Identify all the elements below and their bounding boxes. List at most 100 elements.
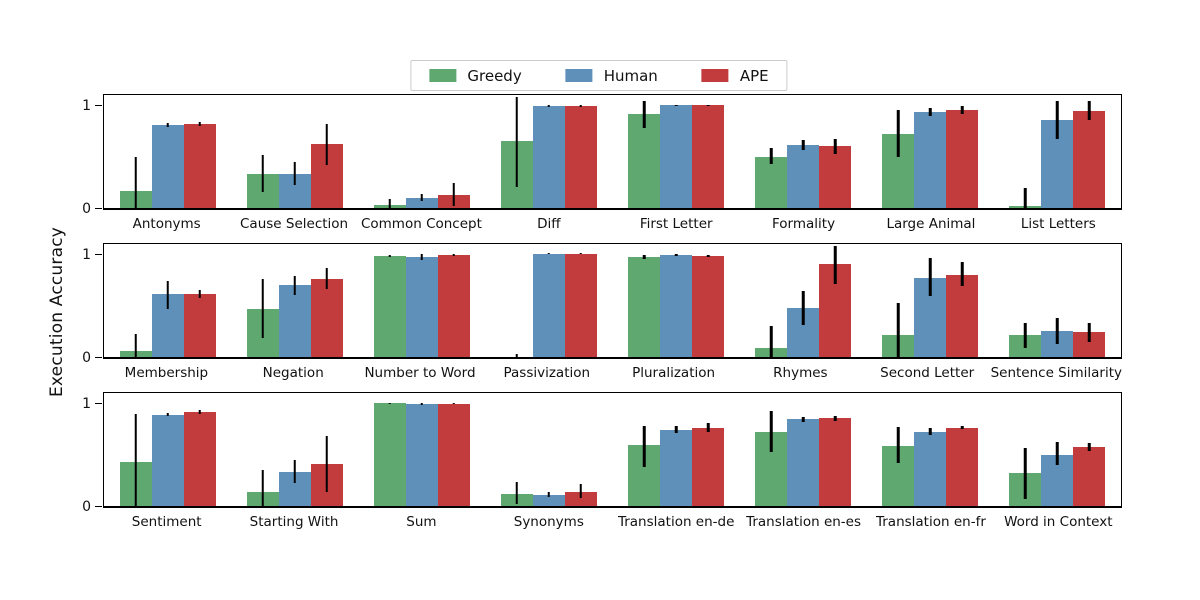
category-label: Word in Context bbox=[1004, 514, 1113, 530]
bar-ape bbox=[1073, 100, 1106, 208]
bar-group bbox=[740, 244, 867, 357]
error-bar bbox=[897, 303, 900, 357]
error-bar bbox=[388, 255, 392, 258]
error-bar bbox=[547, 252, 551, 254]
y-tick-mark bbox=[95, 402, 102, 405]
bar-ape bbox=[310, 123, 343, 208]
bar-ape bbox=[564, 105, 597, 208]
bar-group bbox=[104, 244, 231, 357]
bar-human bbox=[914, 258, 947, 357]
category-label: Number to Word bbox=[364, 365, 476, 381]
bar-group bbox=[358, 244, 485, 357]
bar-greedy bbox=[119, 156, 152, 208]
bar-greedy bbox=[373, 402, 406, 506]
plot-area-3 bbox=[103, 392, 1122, 508]
error-bar bbox=[706, 104, 710, 107]
legend-item-human: Human bbox=[565, 67, 658, 85]
error-bar bbox=[801, 291, 805, 326]
bar-greedy bbox=[373, 255, 406, 357]
bar-human bbox=[787, 291, 820, 357]
y-tick-mark bbox=[95, 253, 102, 256]
category-label: Translation en-es bbox=[746, 514, 862, 530]
bar-ape bbox=[1073, 323, 1106, 357]
bar-human bbox=[787, 140, 820, 208]
bar-group bbox=[613, 244, 740, 357]
category-label: Sum bbox=[406, 514, 437, 530]
bar-ape bbox=[437, 183, 470, 208]
bar-greedy bbox=[246, 155, 279, 208]
bar-ape bbox=[564, 252, 597, 357]
category-label: Formality bbox=[772, 216, 836, 232]
bar-ape bbox=[310, 435, 343, 506]
error-bar bbox=[166, 280, 169, 309]
bar-group bbox=[358, 95, 485, 208]
error-bar bbox=[674, 425, 678, 433]
category-label: Membership bbox=[124, 365, 209, 381]
bar-group bbox=[485, 95, 612, 208]
bar-human bbox=[405, 403, 438, 506]
bar-ape bbox=[692, 255, 725, 357]
bar-greedy bbox=[500, 96, 533, 208]
error-bar bbox=[452, 183, 456, 206]
error-bar bbox=[1088, 323, 1091, 342]
error-bar bbox=[897, 110, 900, 157]
legend-swatch-ape bbox=[701, 69, 729, 82]
bar-ape bbox=[692, 422, 725, 506]
bar-group bbox=[104, 95, 231, 208]
error-bar bbox=[198, 410, 201, 415]
bar-greedy bbox=[1009, 448, 1042, 506]
error-bar bbox=[769, 411, 773, 453]
bar-ape bbox=[692, 104, 725, 208]
category-label: Second Letter bbox=[880, 365, 975, 381]
bar-group bbox=[231, 95, 358, 208]
error-bar bbox=[293, 459, 296, 484]
bar-greedy bbox=[882, 110, 915, 208]
bar-human bbox=[278, 275, 311, 357]
error-bar bbox=[1056, 317, 1059, 344]
bar-greedy bbox=[246, 278, 279, 357]
category-label: Large Animal bbox=[886, 216, 976, 232]
error-bar bbox=[642, 425, 646, 467]
bar-greedy bbox=[882, 303, 915, 357]
error-bar bbox=[261, 469, 264, 506]
category-label: First Letter bbox=[639, 216, 713, 232]
bar-ape bbox=[946, 425, 979, 506]
bar-human bbox=[1041, 442, 1074, 506]
error-bar bbox=[166, 413, 169, 417]
error-bar bbox=[961, 106, 964, 115]
error-bar bbox=[674, 104, 678, 107]
error-bar bbox=[579, 484, 583, 498]
bar-human bbox=[1041, 317, 1074, 357]
error-bar bbox=[134, 414, 137, 506]
error-bar bbox=[547, 105, 551, 108]
plot-area-1 bbox=[103, 94, 1122, 210]
bar-greedy bbox=[373, 198, 406, 208]
bar-group bbox=[358, 393, 485, 506]
error-bar bbox=[642, 255, 646, 260]
y-tick-label: 1 bbox=[82, 246, 91, 263]
category-label: Diff bbox=[537, 216, 561, 232]
error-bar bbox=[1088, 443, 1091, 452]
legend-swatch-greedy bbox=[429, 69, 457, 82]
error-bar bbox=[166, 122, 169, 127]
error-bar bbox=[706, 422, 710, 432]
bar-human bbox=[151, 280, 184, 357]
error-bar bbox=[579, 252, 583, 254]
error-bar bbox=[897, 426, 900, 463]
bar-ape bbox=[819, 245, 852, 357]
error-bar bbox=[961, 262, 964, 286]
bar-human bbox=[532, 252, 565, 357]
bar-greedy bbox=[628, 100, 661, 208]
bar-group bbox=[994, 393, 1121, 506]
bar-group bbox=[485, 244, 612, 357]
bar-greedy bbox=[755, 148, 788, 208]
y-axis-label: Execution Accuracy bbox=[47, 226, 67, 398]
bar-ape bbox=[437, 402, 470, 506]
bar-group bbox=[740, 95, 867, 208]
error-bar bbox=[388, 198, 392, 208]
category-label: Starting With bbox=[249, 514, 339, 530]
bar-group bbox=[104, 393, 231, 506]
category-label: Common Concept bbox=[360, 216, 482, 232]
error-bar bbox=[1024, 188, 1027, 208]
bar-human bbox=[405, 254, 438, 357]
